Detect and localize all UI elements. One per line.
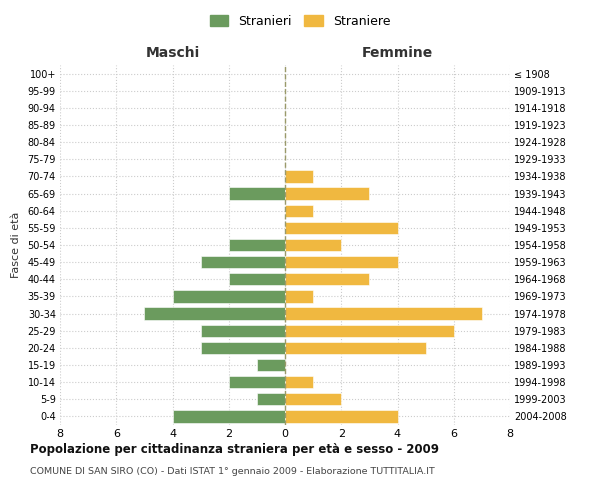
Bar: [285, 170, 313, 182]
Bar: [285, 393, 341, 406]
Text: Popolazione per cittadinanza straniera per età e sesso - 2009: Popolazione per cittadinanza straniera p…: [30, 442, 439, 456]
Bar: [229, 273, 285, 285]
Text: Femmine: Femmine: [362, 46, 433, 60]
Bar: [200, 256, 285, 268]
Bar: [285, 308, 482, 320]
Bar: [285, 239, 341, 251]
Bar: [173, 410, 285, 422]
Bar: [200, 324, 285, 337]
Bar: [173, 290, 285, 302]
Bar: [229, 376, 285, 388]
Y-axis label: Fasce di età: Fasce di età: [11, 212, 20, 278]
Bar: [257, 393, 285, 406]
Bar: [285, 376, 313, 388]
Bar: [285, 410, 398, 422]
Bar: [285, 222, 398, 234]
Bar: [285, 273, 370, 285]
Bar: [285, 204, 313, 217]
Legend: Stranieri, Straniere: Stranieri, Straniere: [206, 11, 394, 32]
Text: Maschi: Maschi: [145, 46, 200, 60]
Bar: [145, 308, 285, 320]
Bar: [229, 188, 285, 200]
Bar: [285, 188, 370, 200]
Bar: [229, 239, 285, 251]
Bar: [285, 324, 454, 337]
Bar: [257, 359, 285, 371]
Bar: [200, 342, 285, 354]
Bar: [285, 290, 313, 302]
Bar: [285, 256, 398, 268]
Bar: [285, 342, 425, 354]
Text: COMUNE DI SAN SIRO (CO) - Dati ISTAT 1° gennaio 2009 - Elaborazione TUTTITALIA.I: COMUNE DI SAN SIRO (CO) - Dati ISTAT 1° …: [30, 468, 435, 476]
